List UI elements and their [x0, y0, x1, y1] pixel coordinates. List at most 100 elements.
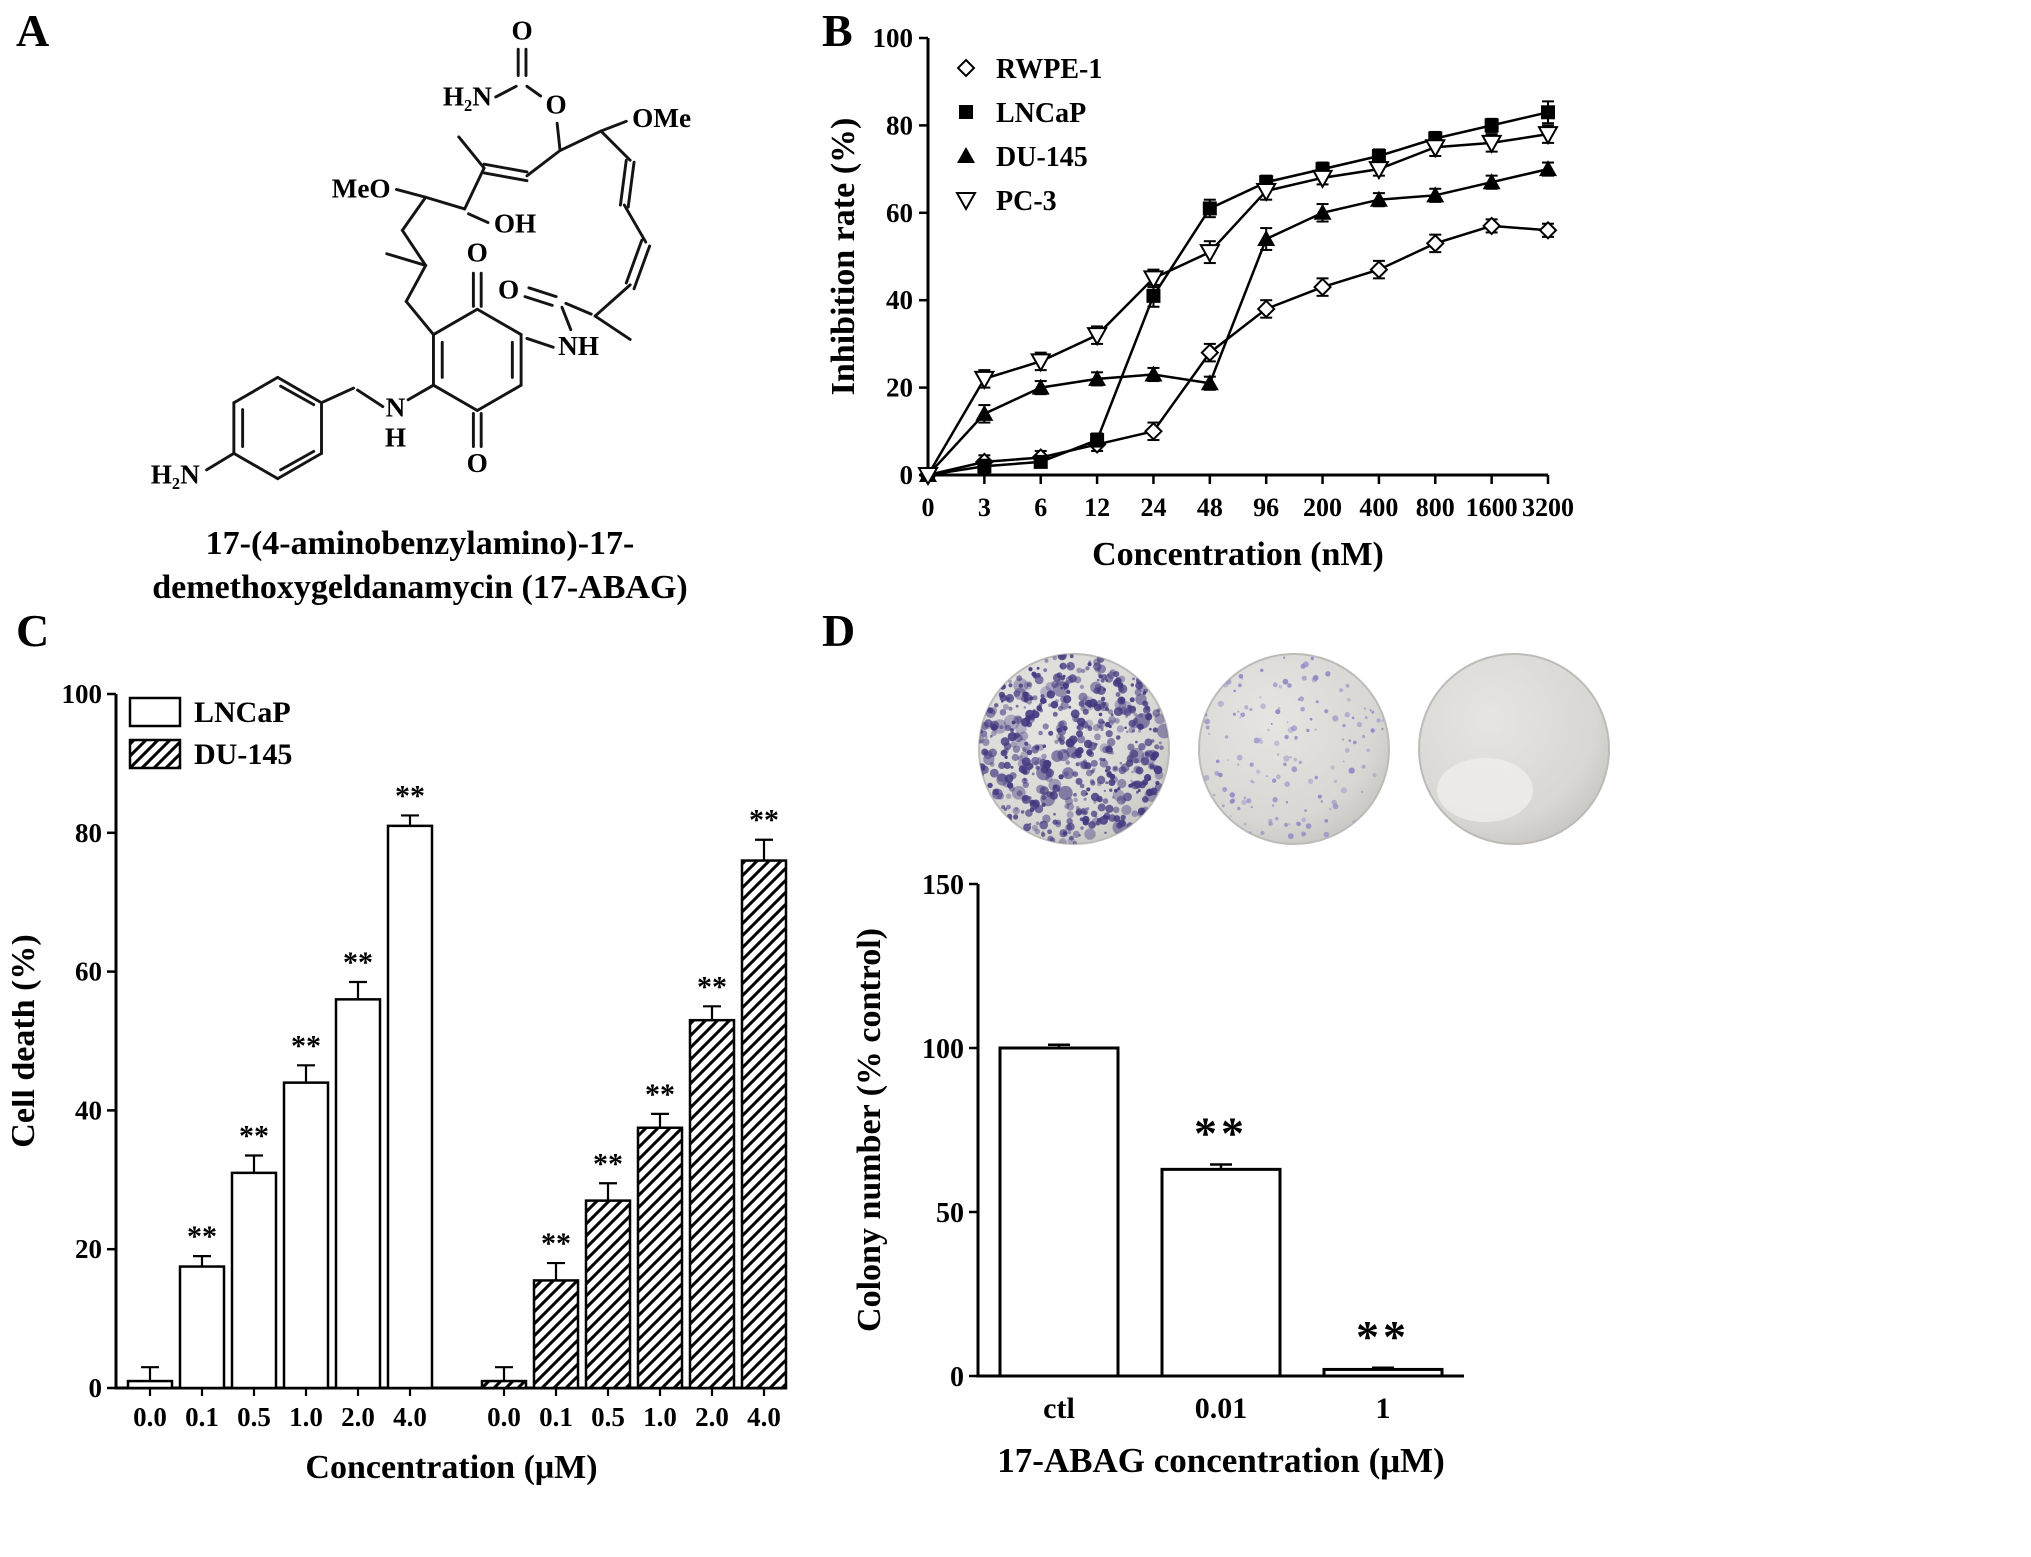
- significance-marker: **: [749, 804, 779, 837]
- svg-text:800: 800: [1416, 493, 1455, 522]
- amide-nh-label: NH: [558, 331, 599, 361]
- significance-marker: **: [395, 779, 425, 812]
- svg-text:1600: 1600: [1466, 493, 1518, 522]
- bar-series-DU-145: ** ** ** ** **: [480, 804, 788, 1390]
- svg-text:60: 60: [886, 198, 913, 228]
- svg-text:0.0: 0.0: [133, 1402, 167, 1432]
- svg-text:50: 50: [936, 1198, 964, 1229]
- svg-text:0: 0: [900, 460, 914, 490]
- colony-dish-ctl: [975, 650, 1173, 848]
- panel-c-label: C: [16, 605, 50, 656]
- svg-text:6: 6: [1034, 493, 1047, 522]
- svg-text:80: 80: [886, 110, 913, 140]
- structure-caption: 17-(4-aminobenzylamino)-17- demethoxygel…: [110, 522, 730, 610]
- significance-marker: **: [187, 1220, 217, 1253]
- amide-o-label: O: [498, 275, 519, 305]
- svg-text:0.5: 0.5: [591, 1402, 625, 1432]
- quinone-o-bottom-label: O: [467, 448, 488, 478]
- chemical-structure-svg: O O MeO OH O O H₂N OMe O NH N H H₂N: [151, 16, 691, 490]
- svg-text:1.0: 1.0: [289, 1402, 323, 1432]
- colony-number-chart: 0 50 100 150 ctl ** 0.01 ** 1 17-ABAG concentrati…: [828, 640, 1588, 1495]
- significance-marker: **: [593, 1147, 623, 1180]
- aniline-n-label: N: [386, 392, 406, 422]
- ester-o-label: O: [546, 90, 567, 120]
- svg-text:LNCaP: LNCaP: [996, 98, 1086, 129]
- svg-text:2.0: 2.0: [695, 1402, 729, 1432]
- svg-text:PC-3: PC-3: [996, 186, 1057, 217]
- aniline-h-label: H: [385, 423, 406, 453]
- carbamate-nh2-label: H₂N: [443, 82, 492, 112]
- svg-text:DU-145: DU-145: [996, 142, 1088, 173]
- svg-text:0: 0: [922, 493, 935, 522]
- carbamate-o-label: O: [511, 16, 532, 46]
- colony-dish-row: [975, 650, 1613, 848]
- svg-text:0: 0: [89, 1373, 103, 1403]
- svg-text:2.0: 2.0: [341, 1402, 375, 1432]
- svg-text:4.0: 4.0: [393, 1402, 427, 1432]
- meo-label: MeO: [332, 173, 391, 203]
- bar-chart-svg: 0 20 40 60 80 100 ** ** ** ** ** 0.0 0.1 0.5 1.0 2.0 4.0…: [5, 679, 788, 1486]
- colony-bar: [998, 1046, 1120, 1378]
- significance-marker: **: [541, 1227, 571, 1260]
- x-axis-title: Concentration (nM): [1092, 536, 1384, 573]
- significance-marker: **: [343, 946, 373, 979]
- legend: LNCaP DU-145: [128, 696, 292, 771]
- svg-text:3200: 3200: [1522, 493, 1574, 522]
- line-chart-svg: 0 20 40 60 80 100 0 3 6 12 24 48 96 200 400 800 1600 3200…: [825, 23, 1574, 573]
- svg-text:0.1: 0.1: [185, 1402, 219, 1432]
- legend: RWPE-1 LNCaP DU-145 PC-3: [955, 54, 1102, 217]
- panel-d-label: D: [822, 605, 856, 656]
- svg-text:60: 60: [75, 957, 102, 987]
- svg-text:DU-145: DU-145: [194, 738, 292, 771]
- chemical-structure: O O MeO OH O O H₂N OMe O NH N H H₂N: [44, 14, 784, 516]
- series-PC-3: [917, 124, 1559, 487]
- panel-b-label: B: [822, 5, 853, 56]
- y-axis-title: Inhibition rate (%): [828, 118, 862, 396]
- panel-a-label: A: [16, 5, 50, 56]
- structure-caption-line2: demethoxygeldanamycin (17-ABAG): [152, 569, 688, 607]
- svg-text:3: 3: [978, 493, 991, 522]
- x-axis-title: 17-ABAG concentration (μM): [997, 1441, 1445, 1480]
- svg-text:0.0: 0.0: [487, 1402, 521, 1432]
- significance-marker: **: [1194, 1107, 1248, 1158]
- quinone-o-top-label: O: [467, 238, 488, 268]
- inhibition-rate-chart: 0 20 40 60 80 100 0 3 6 12 24 48 96 200 400 800 1600 3200…: [825, 10, 1578, 615]
- significance-marker: **: [1356, 1311, 1410, 1362]
- series-RWPE-1: [918, 216, 1558, 485]
- oh-label: OH: [494, 208, 536, 238]
- svg-text:RWPE-1: RWPE-1: [996, 54, 1102, 85]
- svg-text:LNCaP: LNCaP: [194, 696, 291, 729]
- svg-text:20: 20: [886, 373, 913, 403]
- svg-text:0: 0: [950, 1362, 964, 1393]
- cell-death-chart: 0 20 40 60 80 100 ** ** ** ** ** 0.0 0.1 0.5 1.0 2.0 4.0…: [5, 646, 812, 1511]
- svg-text:4.0: 4.0: [747, 1402, 781, 1432]
- y-axis-title: Colony number (% control): [851, 928, 888, 1332]
- svg-text:12: 12: [1084, 493, 1110, 522]
- colony-dish-1: [1415, 650, 1613, 848]
- significance-marker: **: [239, 1120, 269, 1153]
- svg-text:96: 96: [1253, 493, 1279, 522]
- ome-label: OMe: [632, 103, 691, 133]
- svg-text:100: 100: [62, 679, 103, 709]
- significance-marker: **: [697, 970, 727, 1003]
- structure-caption-line1: 17-(4-aminobenzylamino)-17-: [205, 525, 635, 562]
- colony-chart-svg: 0 50 100 150 ctl ** 0.01 ** 1 17-ABAG concentrati…: [851, 870, 1464, 1480]
- svg-text:0.01: 0.01: [1195, 1392, 1248, 1425]
- svg-text:80: 80: [75, 818, 102, 848]
- y-axis-title: Cell death (%): [12, 934, 42, 1147]
- svg-text:40: 40: [886, 285, 913, 315]
- svg-text:100: 100: [922, 1034, 964, 1065]
- svg-text:400: 400: [1359, 493, 1398, 522]
- aniline-nh2-label: H₂N: [151, 460, 200, 490]
- svg-text:40: 40: [75, 1095, 102, 1125]
- significance-marker: **: [645, 1078, 675, 1111]
- colony-bar: [1322, 1367, 1444, 1378]
- svg-text:ctl: ctl: [1043, 1392, 1075, 1425]
- svg-text:200: 200: [1303, 493, 1342, 522]
- svg-text:0.1: 0.1: [539, 1402, 573, 1432]
- svg-text:150: 150: [922, 870, 964, 901]
- svg-text:100: 100: [873, 23, 914, 53]
- svg-text:0.5: 0.5: [237, 1402, 271, 1432]
- svg-text:24: 24: [1140, 493, 1166, 522]
